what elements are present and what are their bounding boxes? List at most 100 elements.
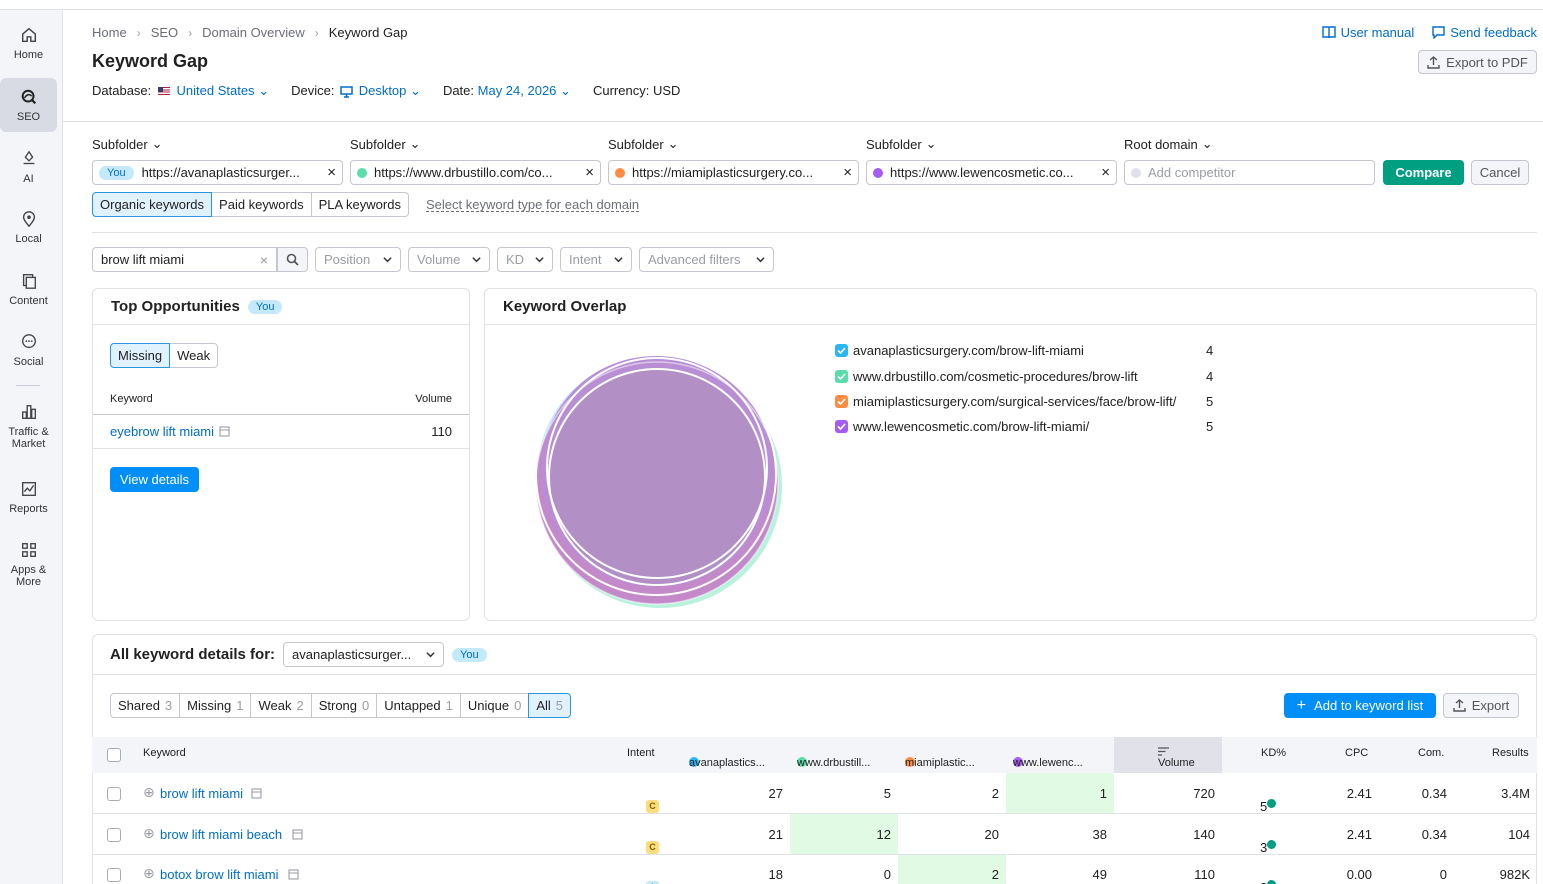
row-checkbox[interactable]	[107, 787, 121, 801]
domain-type-selector[interactable]: Subfolder ⌄	[608, 136, 679, 152]
domain-input-competitor-1[interactable]: https://www.drbustillo.com/co... ×	[350, 160, 601, 185]
tab-unique[interactable]: Unique 0	[459, 693, 530, 718]
tab-missing[interactable]: Missing	[110, 343, 171, 368]
sidebar-item-traffic-market[interactable]: Traffic & Market	[0, 403, 57, 453]
domain-type-selector[interactable]: Subfolder ⌄	[350, 136, 421, 152]
best-position-highlight	[790, 814, 898, 854]
sidebar-item-ai[interactable]: AI	[0, 150, 57, 190]
cancel-button[interactable]: Cancel	[1471, 160, 1529, 185]
upload-icon	[1427, 55, 1440, 69]
domain-select[interactable]: avanaplasticsurger...	[283, 642, 445, 667]
add-circle-icon[interactable]: ⊕	[143, 825, 155, 841]
domain-1-position: 27	[768, 786, 783, 801]
column-intent[interactable]: Intent	[627, 747, 655, 759]
domain-color-dot	[615, 167, 625, 178]
tab-strong[interactable]: Strong 0	[310, 693, 378, 718]
tab-all[interactable]: All 5	[528, 693, 571, 718]
close-icon[interactable]: ×	[327, 164, 336, 181]
position-filter[interactable]: Position	[315, 247, 401, 272]
database-selector[interactable]: Database: United States ⌄	[92, 83, 270, 98]
column-volume[interactable]: Volume	[1158, 747, 1195, 769]
domain-input-competitor-2[interactable]: https://miamiplasticsurgery.co... ×	[608, 160, 859, 185]
checkbox-checked-icon[interactable]	[835, 344, 848, 357]
sidebar-item-reports[interactable]: Reports	[0, 480, 57, 520]
best-position-highlight	[898, 855, 1006, 884]
volume-filter[interactable]: Volume	[408, 247, 490, 272]
domain-4-position: 49	[1092, 867, 1107, 882]
advanced-filters[interactable]: Advanced filters	[639, 247, 774, 272]
column-results[interactable]: Results	[1492, 747, 1529, 759]
clear-icon[interactable]: ×	[259, 251, 268, 268]
keyword-search-input[interactable]: brow lift miami ×	[92, 247, 277, 272]
domain-4-position: 1	[1099, 786, 1107, 801]
domain-input-competitor-3[interactable]: https://www.lewencosmetic.co... ×	[866, 160, 1117, 185]
row-checkbox[interactable]	[107, 868, 121, 882]
keyword-link[interactable]: eyebrow lift miami	[110, 424, 215, 439]
legend-item-miami[interactable]: miamiplasticsurgery.com/surgical-service…	[835, 394, 1176, 409]
checkbox-checked-icon[interactable]	[835, 420, 848, 433]
user-manual-link[interactable]: User manual	[1321, 25, 1414, 40]
breadcrumb-seo[interactable]: SEO	[150, 25, 179, 40]
tab-missing[interactable]: Missing 1	[179, 693, 252, 718]
checkbox-checked-icon[interactable]	[835, 370, 848, 383]
column-volume-sorted[interactable]	[1114, 737, 1222, 773]
cpc-value: 2.41	[1346, 827, 1372, 842]
keyword-link[interactable]: botox brow lift miami	[160, 867, 279, 882]
domain-4-position: 38	[1092, 827, 1107, 842]
breadcrumb-domain-overview[interactable]: Domain Overview	[202, 25, 305, 40]
sidebar-item-social[interactable]: Social	[0, 333, 57, 373]
legend-item-lewen[interactable]: www.lewencosmetic.com/brow-lift-miami/	[835, 419, 1089, 434]
domain-type-selector[interactable]: Subfolder ⌄	[92, 136, 163, 152]
tab-pla-keywords[interactable]: PLA keywords	[310, 192, 409, 217]
select-keyword-type-link[interactable]: Select keyword type for each domain	[426, 197, 640, 212]
legend-item-drbustillo[interactable]: www.drbustillo.com/cosmetic-procedures/b…	[835, 369, 1138, 384]
tab-paid-keywords[interactable]: Paid keywords	[211, 192, 312, 217]
column-competition[interactable]: Com.	[1418, 747, 1445, 759]
checkbox-checked-icon[interactable]	[835, 395, 848, 408]
add-competitor-input[interactable]: Add competitor	[1124, 160, 1375, 185]
sidebar-item-home[interactable]: Home	[0, 26, 57, 70]
column-keyword[interactable]: Keyword	[143, 747, 186, 759]
keyword-link[interactable]: brow lift miami	[160, 786, 244, 801]
keyword-link[interactable]: brow lift miami beach	[160, 827, 283, 842]
tab-organic-keywords[interactable]: Organic keywords	[92, 192, 213, 217]
column-kd[interactable]: KD%	[1261, 747, 1287, 759]
view-details-button[interactable]: View details	[110, 467, 199, 492]
tab-weak[interactable]: Weak	[169, 343, 219, 368]
add-circle-icon[interactable]: ⊕	[143, 784, 155, 800]
device-selector[interactable]: Device: Desktop ⌄	[291, 83, 421, 98]
select-all-checkbox[interactable]	[107, 748, 121, 762]
domain-color-dot	[905, 757, 915, 767]
breadcrumb-home[interactable]: Home	[92, 25, 127, 40]
add-circle-icon[interactable]: ⊕	[143, 865, 155, 881]
tab-untapped[interactable]: Untapped 1	[376, 693, 461, 718]
legend-count: 4	[1206, 369, 1214, 384]
legend-item-avana[interactable]: avanaplasticsurgery.com/brow-lift-miami	[835, 343, 1084, 358]
compare-button[interactable]: Compare	[1383, 160, 1464, 185]
export-pdf-button[interactable]: Export to PDF	[1418, 50, 1537, 74]
kd-filter[interactable]: KD	[497, 247, 553, 272]
add-to-keyword-list-button[interactable]: + Add to keyword list	[1284, 693, 1436, 718]
cpc-value: 0.00	[1346, 867, 1372, 882]
sidebar-item-seo[interactable]: SEO	[0, 78, 57, 132]
close-icon[interactable]: ×	[585, 164, 594, 181]
send-feedback-link[interactable]: Send feedback	[1432, 25, 1537, 40]
sidebar-item-apps-more[interactable]: Apps & More	[0, 541, 57, 591]
domain-type-selector[interactable]: Root domain ⌄	[1124, 136, 1213, 152]
sidebar-item-local[interactable]: Local	[0, 210, 57, 250]
close-icon[interactable]: ×	[1101, 164, 1110, 181]
domain-input-you[interactable]: You https://avanaplasticsurger... ×	[92, 160, 343, 185]
tab-shared[interactable]: Shared 3	[110, 693, 181, 718]
tab-weak[interactable]: Weak 2	[250, 693, 312, 718]
feedback-icon	[1432, 26, 1445, 39]
date-selector[interactable]: Date: May 24, 2026 ⌄	[442, 83, 571, 98]
column-cpc[interactable]: CPC	[1345, 747, 1369, 759]
row-checkbox[interactable]	[107, 828, 121, 842]
export-button[interactable]: Export	[1443, 693, 1519, 718]
domain-type-selector[interactable]: Subfolder ⌄	[866, 136, 937, 152]
sidebar-item-content[interactable]: Content	[0, 272, 57, 312]
intent-filter[interactable]: Intent	[560, 247, 632, 272]
close-icon[interactable]: ×	[843, 164, 852, 181]
search-button[interactable]	[277, 247, 308, 272]
results-value: 3.4M	[1501, 786, 1530, 801]
